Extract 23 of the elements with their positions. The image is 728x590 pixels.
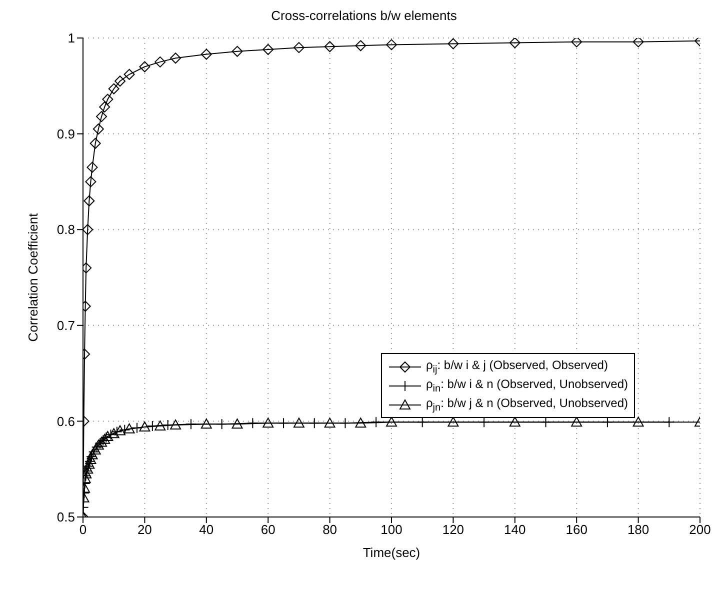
x-tick-label: 120 [442, 522, 464, 538]
y-tick-label: 0.5 [56, 510, 75, 525]
y-tick-label: 0.7 [56, 318, 75, 334]
x-tick-label: 180 [627, 522, 650, 538]
x-tick-label: 0 [79, 522, 87, 538]
x-tick-label: 100 [380, 522, 402, 538]
x-tick-label: 60 [260, 522, 276, 538]
legend-label: ρ$_{in}$: b/w i & n (Observed, Unobserved) [426, 376, 628, 394]
y-tick-label: 1 [68, 30, 75, 46]
x-tick-label: 160 [566, 522, 588, 538]
chart-title: Cross-correlations b/w elements [270, 8, 458, 25]
y-tick-label: 0.8 [56, 222, 75, 238]
legend-label: ρ$_{ij}$: b/w i & j (Observed, Observed) [426, 358, 608, 376]
y-axis-title: Correlation Coefficient [26, 212, 41, 342]
x-tick-label: 20 [137, 522, 152, 538]
legend-label: ρ$_{jn}$: b/w j & n (Observed, Unobserved) [426, 396, 628, 414]
x-tick-label: 140 [504, 522, 526, 538]
x-tick-label: 40 [199, 522, 214, 538]
x-tick-label: 80 [322, 522, 338, 538]
y-tick-label: 0.6 [56, 414, 75, 429]
y-tick-label: 0.9 [56, 126, 75, 142]
x-axis-title: Time(sec) [362, 545, 420, 560]
x-tick-label: 200 [689, 522, 711, 538]
